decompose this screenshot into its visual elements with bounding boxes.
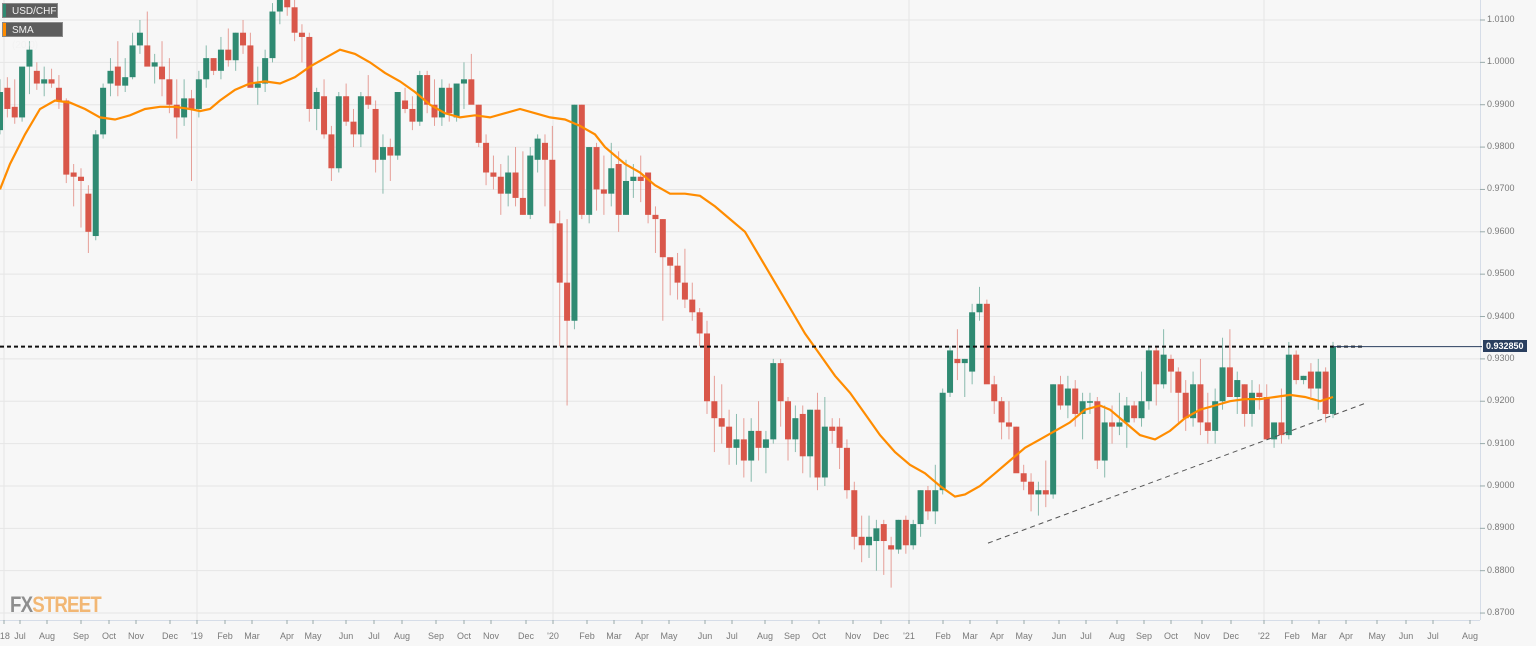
x-tick-label: Mar <box>1311 631 1327 641</box>
logo-street: STREET <box>32 592 102 617</box>
x-tick-label: Sep <box>1135 631 1153 641</box>
y-tick-label: 0.9500 <box>1487 268 1515 279</box>
x-tick-label: Aug <box>393 631 411 641</box>
x-tick-label: Oct <box>1163 631 1179 641</box>
x-tick-marks <box>3 620 1471 624</box>
x-tick-label: May <box>1368 631 1386 641</box>
sma-line <box>0 48 1334 498</box>
sma-label: SMA (20,0) <box>12 25 39 51</box>
sma-color-mark <box>3 23 6 36</box>
x-tick-label: Feb <box>579 631 595 641</box>
x-tick-label: Dec <box>161 631 179 641</box>
support-trendline <box>987 402 1366 544</box>
x-tick-label: Apr <box>279 631 295 641</box>
x-tick-label: Sep <box>72 631 90 641</box>
y-tick-label: 0.9600 <box>1487 225 1515 236</box>
x-tick-label: '18 <box>0 631 10 641</box>
x-tick-label: Jul <box>1080 631 1092 641</box>
x-tick-label: Nov <box>127 631 145 641</box>
y-tick-label: 0.9900 <box>1487 98 1515 109</box>
year-separators <box>3 0 1265 620</box>
x-tick-label: Mar <box>244 631 260 641</box>
x-tick-label: Jun <box>338 631 354 641</box>
x-tick-label: Dec <box>872 631 890 641</box>
x-tick-label: Oct <box>456 631 472 641</box>
x-tick-label: May <box>660 631 678 641</box>
y-tick-label: 0.9000 <box>1487 479 1515 490</box>
x-tick-label: '22 <box>1258 631 1270 641</box>
sma-legend[interactable]: SMA (20,0) <box>2 22 63 51</box>
symbol-color-mark <box>3 4 6 17</box>
y-tick-label: 1.0100 <box>1487 14 1515 24</box>
y-tick-label: 0.9300 <box>1487 352 1515 363</box>
y-tick-label: 0.9100 <box>1487 437 1515 448</box>
x-tick-label: Dec <box>1222 631 1240 641</box>
y-tick-marks <box>1480 19 1485 614</box>
y-tick-label: 0.9700 <box>1487 183 1515 194</box>
x-tick-label: Mar <box>606 631 622 641</box>
x-tick-label: Mar <box>962 631 978 641</box>
x-tick-label: Jun <box>1398 631 1414 641</box>
y-tick-label: 1.0000 <box>1487 56 1515 67</box>
x-tick-label: Jul <box>368 631 380 641</box>
y-tick-label: 0.9400 <box>1487 310 1515 321</box>
x-axis-line <box>0 620 1480 621</box>
x-tick-label: Dec <box>517 631 535 641</box>
current-price-tag: 0.932850 <box>1483 340 1527 352</box>
candles <box>0 0 1336 588</box>
x-tick-label: Nov <box>844 631 862 641</box>
x-tick-label: Nov <box>482 631 500 641</box>
symbol-legend[interactable]: USD/CHF <box>2 3 58 18</box>
symbol-label: USD/CHF <box>12 6 57 17</box>
logo-fx: FX <box>10 592 33 617</box>
x-tick-label: Sep <box>783 631 801 641</box>
x-tick-label: Aug <box>1108 631 1126 641</box>
x-tick-label: '19 <box>191 631 203 641</box>
x-tick-label: '20 <box>547 631 559 641</box>
fxstreet-logo: FXSTREET <box>10 592 102 618</box>
x-tick-label: Nov <box>1193 631 1211 641</box>
y-tick-label: 0.8700 <box>1487 607 1515 618</box>
x-tick-label: May <box>1015 631 1033 641</box>
y-axis-line <box>1480 0 1481 620</box>
y-tick-label: 0.9800 <box>1487 141 1515 152</box>
x-tick-label: Aug <box>1461 631 1479 641</box>
x-tick-label: Apr <box>634 631 650 641</box>
x-tick-label: Aug <box>38 631 56 641</box>
x-tick-label: Feb <box>217 631 233 641</box>
gridlines <box>0 19 1480 614</box>
x-tick-label: '21 <box>903 631 915 641</box>
x-tick-label: Oct <box>101 631 117 641</box>
x-tick-label: Apr <box>1338 631 1354 641</box>
x-tick-label: Feb <box>935 631 951 641</box>
x-tick-label: Jul <box>726 631 738 641</box>
y-tick-label: 0.9200 <box>1487 395 1515 406</box>
x-tick-label: Feb <box>1284 631 1300 641</box>
x-tick-label: Aug <box>756 631 774 641</box>
x-tick-label: Oct <box>811 631 827 641</box>
x-tick-label: May <box>304 631 322 641</box>
x-tick-label: Jul <box>1427 631 1439 641</box>
y-tick-label: 0.8800 <box>1487 564 1515 575</box>
x-tick-label: Jun <box>697 631 713 641</box>
x-tick-label: Jul <box>14 631 26 641</box>
x-tick-label: Jun <box>1051 631 1067 641</box>
x-tick-label: Apr <box>989 631 1005 641</box>
x-tick-label: Sep <box>427 631 445 641</box>
y-tick-label: 0.8900 <box>1487 522 1515 533</box>
